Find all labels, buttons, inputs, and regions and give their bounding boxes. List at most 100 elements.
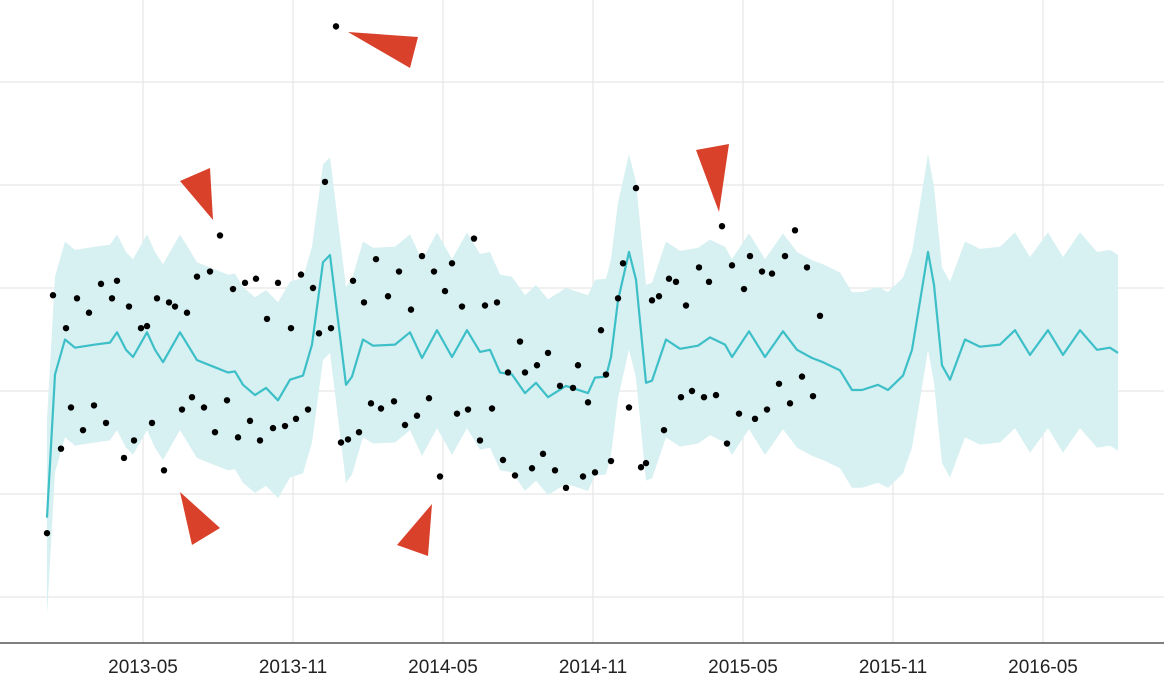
observed-points	[43, 23, 824, 537]
data-point	[441, 287, 449, 295]
data-point	[120, 454, 128, 462]
data-point	[188, 393, 196, 401]
data-point	[758, 268, 766, 275]
data-point	[337, 439, 345, 446]
data-point	[407, 306, 415, 313]
data-point	[160, 467, 168, 474]
data-point	[73, 295, 81, 302]
x-tick-label: 2015-11	[859, 657, 927, 678]
x-tick-label: 2014-11	[559, 657, 627, 678]
data-point	[113, 277, 121, 284]
uncertainty-interval	[47, 154, 1118, 616]
data-point	[700, 393, 708, 401]
data-point	[803, 264, 811, 271]
data-point	[97, 280, 105, 288]
data-point	[223, 397, 231, 404]
data-point	[49, 292, 57, 299]
data-point	[297, 271, 305, 278]
data-point	[269, 424, 277, 432]
data-point	[252, 275, 260, 282]
data-point	[481, 302, 489, 309]
data-point	[521, 369, 529, 376]
data-point	[148, 419, 156, 427]
data-point	[390, 398, 398, 405]
data-point	[256, 437, 264, 444]
data-point	[786, 400, 794, 407]
data-point	[349, 277, 357, 284]
anomaly-annotations	[180, 32, 729, 556]
data-point	[516, 338, 524, 345]
data-point	[165, 299, 173, 306]
data-point	[625, 404, 633, 411]
data-point	[315, 330, 323, 337]
data-point	[206, 268, 214, 275]
data-point	[234, 434, 242, 441]
data-point	[216, 232, 224, 239]
data-point	[448, 260, 456, 267]
data-point	[637, 464, 645, 471]
data-point	[57, 445, 65, 452]
data-point	[642, 459, 650, 467]
data-point	[528, 465, 536, 472]
data-point	[309, 284, 317, 292]
data-point	[85, 309, 93, 316]
data-point	[458, 303, 466, 310]
data-point	[137, 324, 145, 332]
data-point	[62, 324, 70, 332]
data-point	[504, 369, 512, 376]
data-point	[705, 278, 713, 286]
data-point	[632, 184, 640, 192]
data-point	[332, 23, 340, 30]
data-point	[79, 426, 87, 434]
data-point	[493, 299, 501, 306]
data-point	[556, 382, 564, 390]
data-point	[476, 437, 484, 444]
data-point	[809, 392, 817, 400]
data-point	[665, 275, 673, 282]
data-point	[533, 362, 541, 369]
data-point	[418, 252, 426, 260]
data-point	[677, 393, 685, 401]
data-point	[430, 268, 438, 275]
data-point	[688, 387, 696, 395]
data-point	[292, 415, 300, 423]
data-point	[274, 279, 282, 287]
data-point	[597, 327, 605, 334]
data-point	[619, 260, 627, 267]
data-point	[102, 419, 110, 427]
x-tick-label: 2015-05	[708, 657, 778, 678]
data-point	[544, 349, 552, 357]
data-point	[241, 279, 249, 287]
data-point	[488, 405, 496, 412]
data-point	[200, 404, 208, 411]
data-point	[735, 410, 743, 417]
data-point	[193, 273, 201, 280]
x-tick-label: 2013-05	[108, 657, 178, 678]
data-point	[655, 293, 663, 300]
data-point	[183, 309, 191, 316]
data-point	[728, 262, 736, 269]
data-point	[648, 297, 656, 304]
data-point	[287, 324, 295, 332]
data-point	[281, 422, 289, 430]
data-point	[579, 473, 587, 480]
data-point	[246, 417, 254, 425]
data-point	[781, 252, 789, 260]
anomaly-arrow-icon	[696, 144, 729, 212]
data-point	[768, 270, 776, 277]
data-point	[464, 406, 472, 413]
data-point	[395, 268, 403, 275]
x-tick-label: 2013-11	[259, 657, 327, 678]
data-point	[321, 178, 329, 186]
data-point	[798, 373, 806, 380]
data-point	[344, 436, 352, 443]
data-point	[723, 440, 731, 447]
data-point	[263, 315, 271, 323]
data-point	[425, 395, 433, 402]
anomaly-arrow-icon	[180, 168, 213, 220]
data-point	[143, 322, 151, 330]
forecast-line	[45, 250, 1119, 518]
data-point	[108, 295, 116, 302]
data-point	[401, 421, 409, 429]
